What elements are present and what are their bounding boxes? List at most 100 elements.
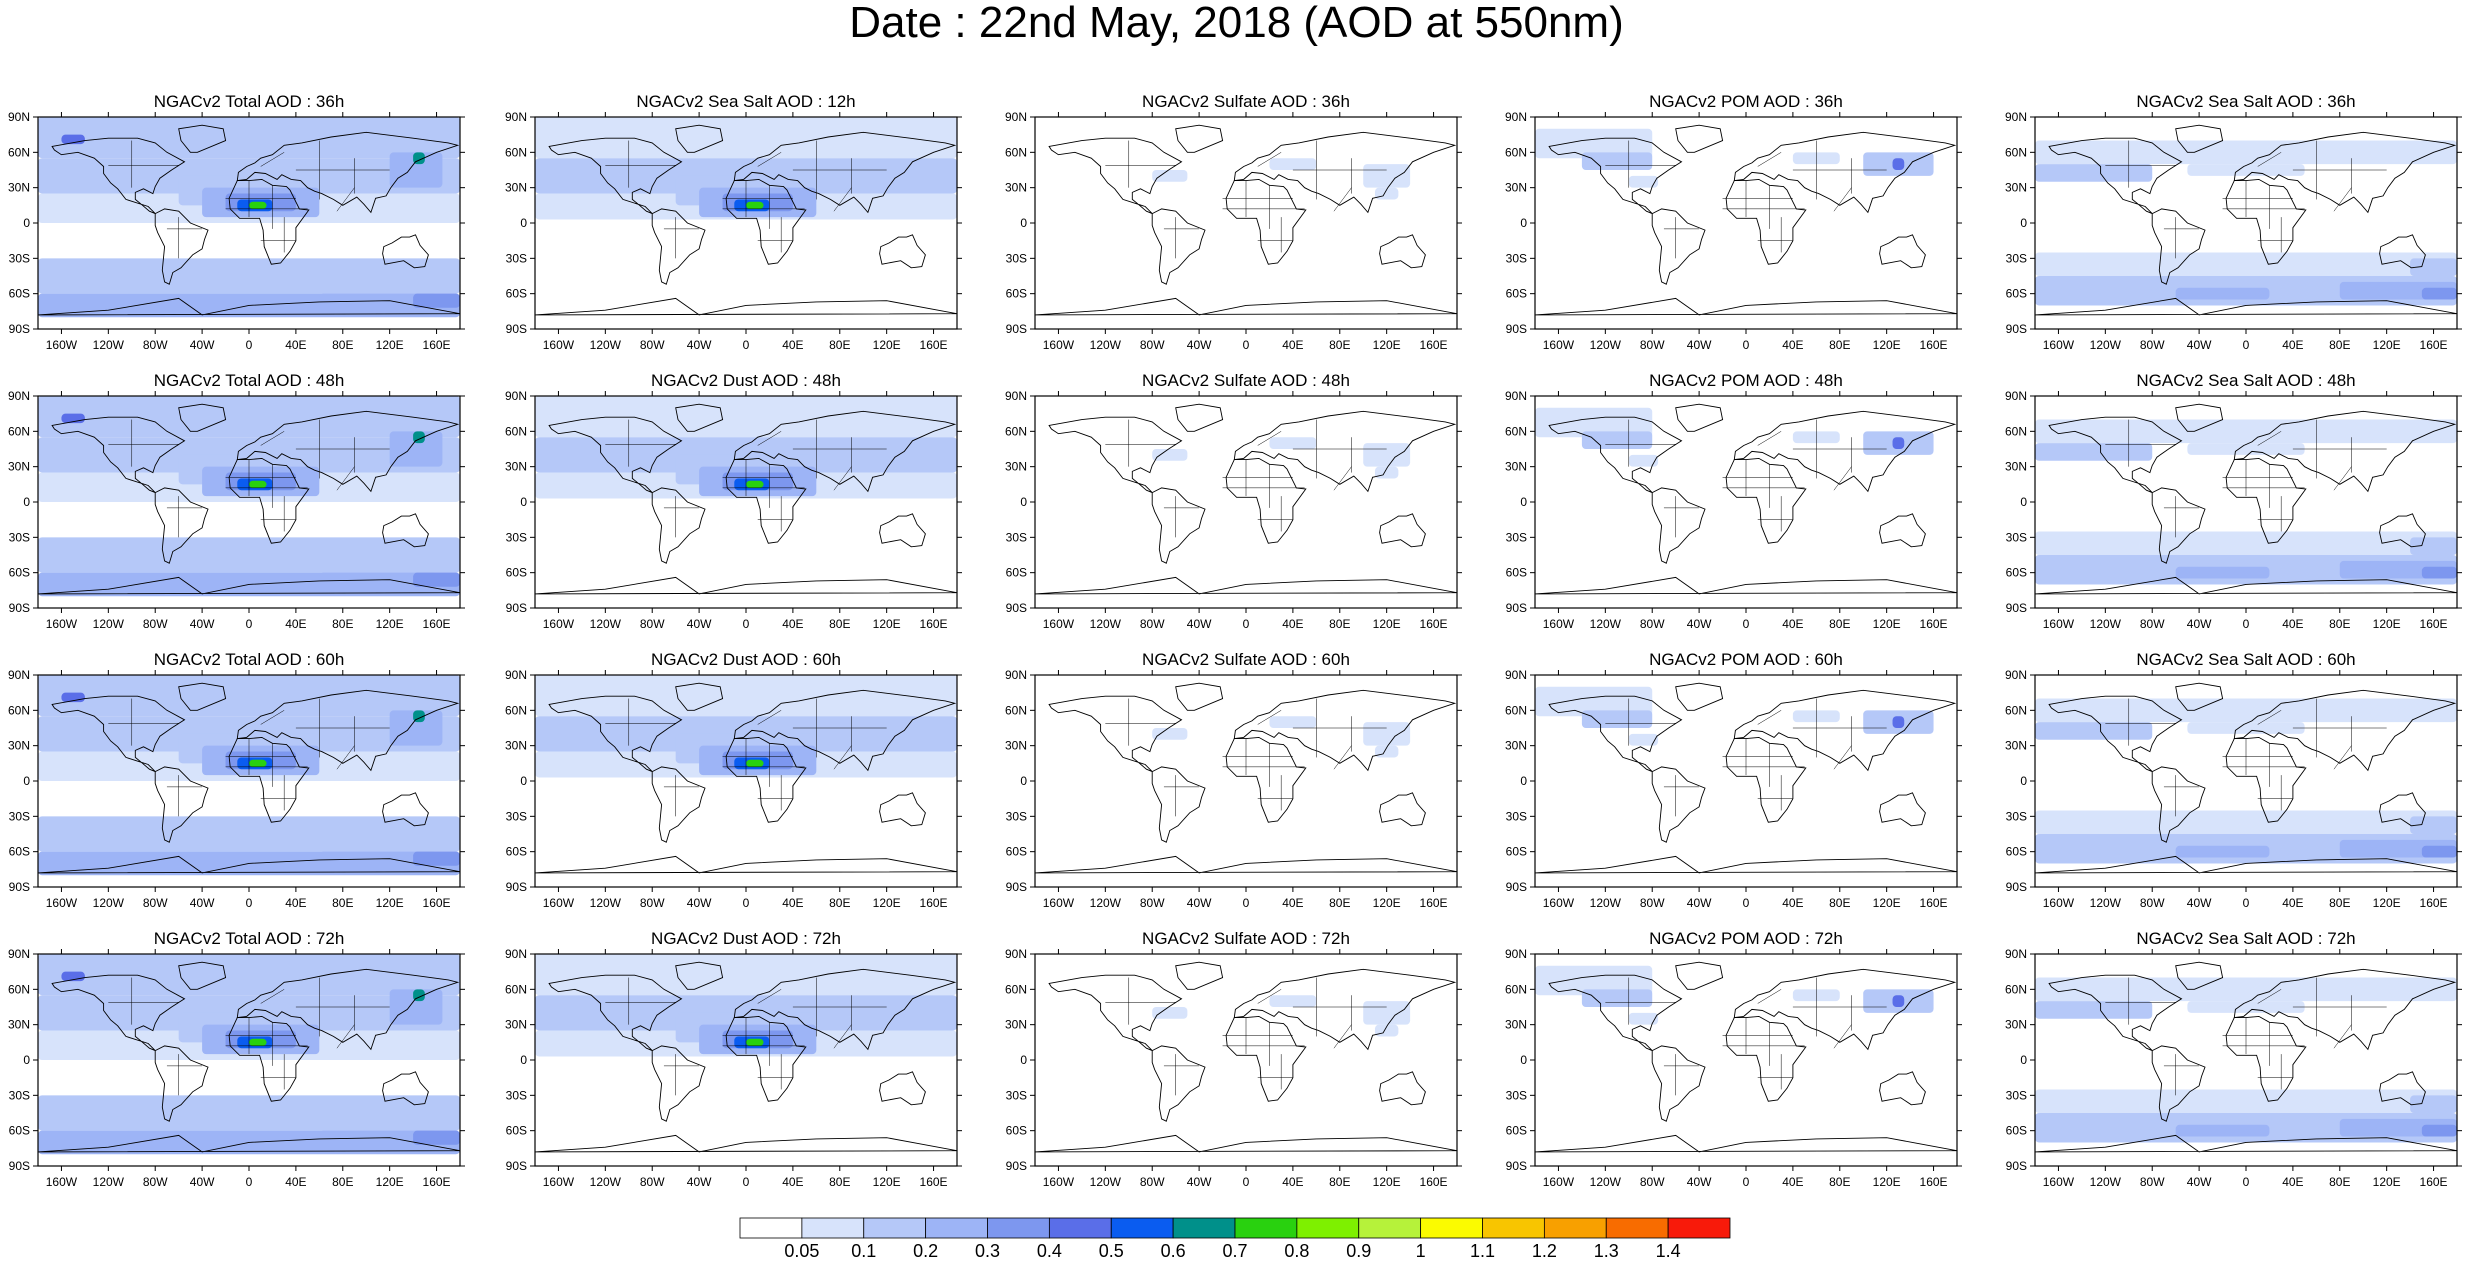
coastline [1035, 855, 1457, 874]
lon-tick-label: 120E [1373, 617, 1401, 629]
lat-tick-label: 60N [1005, 982, 1027, 996]
map-frame [1034, 395, 1458, 609]
lon-tick-label: 160E [920, 617, 948, 629]
lat-tick-label: 60N [2005, 145, 2027, 159]
coastline [2035, 576, 2457, 595]
aod-shading [2187, 443, 2305, 455]
lon-tick-label: 160E [2420, 1175, 2448, 1187]
map-frame [1034, 116, 1458, 330]
lon-tick-label: 160W [543, 338, 575, 350]
lon-tick-label: 120W [1590, 617, 1622, 629]
coastline [733, 131, 957, 214]
map-panel: NGACv2 Sulfate AOD : 36h 90N 60N 30N 0 30S 60S… [997, 92, 1497, 350]
lat-tick-label: 90N [1505, 389, 1527, 403]
lat-tick-label: 60S [1506, 287, 1527, 301]
coastline [2151, 487, 2206, 564]
aod-shading [2035, 977, 2457, 1002]
coastline [1879, 1071, 1926, 1106]
lon-tick-label: 80W [640, 338, 665, 350]
coastline [154, 1045, 209, 1122]
lon-tick-label: 40E [1782, 896, 1803, 908]
lon-tick-label: 160W [46, 1175, 78, 1187]
panel-title: NGACv2 Sea Salt AOD : 48h [2136, 371, 2356, 390]
lon-tick-label: 120W [93, 338, 125, 350]
aod-shading [319, 293, 437, 306]
lat-tick-label: 60S [506, 287, 527, 301]
lat-tick-label: 90S [506, 880, 527, 894]
lon-tick-label: 40W [2187, 338, 2212, 350]
lon-tick-label: 0 [743, 896, 750, 908]
lon-tick-label: 120W [2090, 1175, 2122, 1187]
panel-title: NGACv2 Sea Salt AOD : 12h [636, 92, 856, 111]
lon-tick-label: 40W [2187, 1175, 2212, 1187]
lon-tick-label: 80E [1329, 896, 1350, 908]
coastline [1675, 403, 1724, 432]
lon-tick-label: 40E [2282, 338, 2303, 350]
aod-shading [2035, 419, 2457, 444]
lon-tick-label: 40W [1187, 617, 1212, 629]
lat-tick-label: 90S [506, 1159, 527, 1173]
panel-title: NGACv2 Sulfate AOD : 60h [1142, 650, 1350, 669]
aod-shading [1628, 733, 1659, 746]
coastline [675, 961, 724, 990]
coastline [1535, 855, 1957, 874]
country-border [1257, 989, 1282, 1004]
lon-tick-label: 0 [743, 338, 750, 350]
lat-tick-label: 30S [1506, 251, 1527, 265]
aod-shading [1269, 716, 1317, 728]
lat-tick-label: 30N [505, 181, 527, 195]
aod-shading [413, 851, 460, 866]
country-border [260, 989, 285, 1004]
aod-shading [319, 1130, 437, 1143]
lon-tick-label: 80W [143, 1175, 168, 1187]
lon-tick-label: 160W [2043, 1175, 2075, 1187]
coastline [675, 403, 724, 432]
aod-shading [38, 396, 460, 438]
aod-shading [38, 816, 460, 852]
coastline [1048, 137, 1183, 215]
aod-shading [1628, 1012, 1659, 1025]
lon-tick-label: 80E [829, 1175, 850, 1187]
map-panel: NGACv2 POM AOD : 36h 90N 60N 30N 0 30S 60S 90S 1… [1497, 92, 1997, 350]
lon-tick-label: 120W [2090, 617, 2122, 629]
coastline [2379, 234, 2426, 269]
coastline [879, 1071, 926, 1106]
lat-tick-label: 90S [506, 601, 527, 615]
lon-tick-label: 0 [2243, 338, 2250, 350]
lat-tick-label: 0 [2020, 774, 2027, 788]
aod-shading [413, 293, 460, 308]
coastline [879, 234, 926, 269]
lon-tick-label: 40E [1282, 338, 1303, 350]
lat-tick-label: 30S [9, 1088, 30, 1102]
lon-tick-label: 80W [1140, 896, 1165, 908]
lat-tick-label: 90S [1006, 880, 1027, 894]
lat-tick-label: 30S [2006, 809, 2027, 823]
coastline [1233, 968, 1457, 1051]
coastline [228, 178, 310, 265]
lat-tick-label: 60N [8, 982, 30, 996]
country-border [1757, 989, 1782, 1004]
lon-tick-label: 160E [1920, 1175, 1948, 1187]
lat-tick-label: 60S [9, 1124, 30, 1138]
coastline [1151, 766, 1206, 843]
lat-tick-label: 30N [505, 1018, 527, 1032]
lon-tick-label: 40W [1687, 896, 1712, 908]
lat-tick-label: 0 [520, 216, 527, 230]
lon-tick-label: 80W [143, 617, 168, 629]
lat-tick-label: 0 [2020, 216, 2027, 230]
coastline [725, 1015, 807, 1102]
lon-tick-label: 160W [2043, 338, 2075, 350]
lat-tick-label: 0 [23, 216, 30, 230]
lon-tick-label: 160E [423, 896, 451, 908]
coastline [2175, 682, 2224, 711]
lat-tick-label: 60S [2006, 845, 2027, 859]
coastline [38, 576, 460, 595]
aod-shading [2410, 816, 2457, 834]
coastline [154, 208, 209, 285]
lat-tick-label: 90S [1006, 601, 1027, 615]
map-panel: NGACv2 POM AOD : 48h 90N 60N 30N 0 30S 60S 90S 1… [1497, 371, 1997, 629]
lon-tick-label: 80W [143, 896, 168, 908]
lat-tick-label: 30N [8, 1018, 30, 1032]
lat-tick-label: 30N [1005, 181, 1027, 195]
lon-tick-label: 0 [246, 896, 253, 908]
